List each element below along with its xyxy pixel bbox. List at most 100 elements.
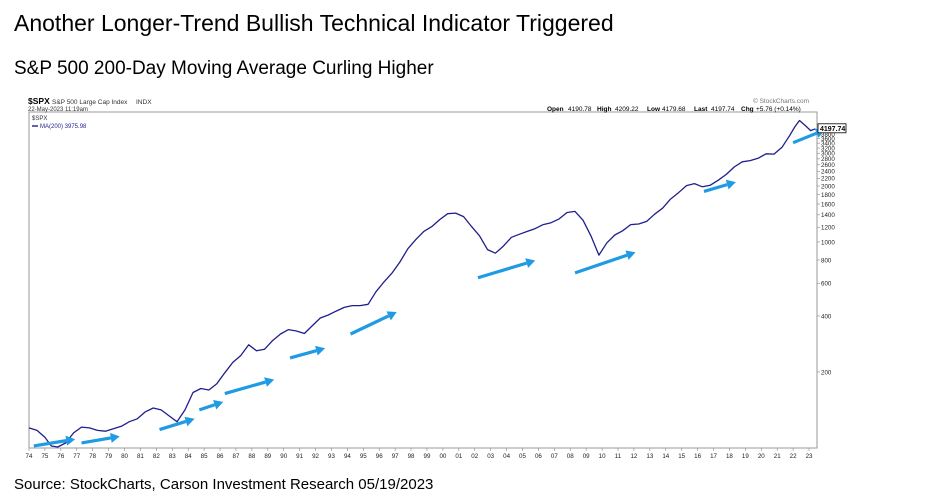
- y-axis: 200 400 600 800 1000 1200 1400 1600 1800 20002200…: [817, 123, 835, 376]
- watermark: © StockCharts.com: [753, 97, 809, 105]
- x-tick-label: 79: [105, 453, 112, 460]
- x-tick-label: 89: [264, 453, 271, 460]
- y-tick-label: 400: [821, 313, 832, 320]
- x-tick-label: 06: [535, 453, 542, 460]
- trend-arrow-head: [110, 433, 120, 443]
- x-tick-label: 90: [280, 453, 287, 460]
- y-tick-label: 600: [821, 281, 832, 288]
- chart-subtitle: S&P 500 200-Day Moving Average Curling H…: [14, 58, 434, 79]
- chg-value: +5.76 (+0.14%): [756, 106, 801, 113]
- trend-arrow-head: [65, 435, 76, 446]
- high-label: High: [597, 106, 611, 113]
- trend-arrows: [33, 128, 825, 448]
- last-value-tag: 4197.74: [817, 123, 847, 134]
- x-tick-label: 07: [551, 453, 558, 460]
- x-tick-label: 12: [630, 453, 637, 460]
- trend-arrow-head: [264, 377, 275, 387]
- x-tick-label: 17: [710, 453, 717, 460]
- x-tick-label: 93: [328, 453, 335, 460]
- x-tick-label: 88: [248, 453, 255, 460]
- chart-title: Another Longer-Trend Bullish Technical I…: [14, 10, 614, 36]
- x-tick-label: 05: [519, 453, 526, 460]
- y-tick-label: 1800: [821, 192, 835, 199]
- trend-arrow-shaft: [33, 439, 67, 448]
- header-date: 22-May-2023 11:19am: [28, 107, 88, 113]
- x-tick-label: 80: [121, 453, 128, 460]
- x-tick-label: 03: [487, 453, 494, 460]
- trend-arrow-head: [625, 250, 636, 260]
- plot-frame: [28, 111, 818, 449]
- y-tick-label: 200: [821, 369, 832, 376]
- x-tick-label: 75: [41, 453, 48, 460]
- y-tick-label: 3200: [821, 145, 835, 152]
- x-tick-label: 81: [137, 453, 144, 460]
- legend-series: MA(200) 3975.98: [40, 124, 87, 130]
- x-axis: 74 75 76 77 78 79 80 81 82 83 84 85 86 87 88 89 90 91 92 93…: [26, 448, 813, 460]
- series-line: [28, 119, 816, 448]
- y-tick-label: 2600: [821, 162, 835, 169]
- x-tick-label: 84: [185, 453, 192, 460]
- header-exchange: INDX: [136, 99, 152, 106]
- x-tick-label: 96: [376, 453, 383, 460]
- trend-arrow-shaft: [349, 314, 390, 336]
- x-tick-label: 99: [424, 453, 431, 460]
- x-tick-label: 21: [774, 453, 781, 460]
- trend-arrow-head: [386, 311, 397, 321]
- last-value: 4197.74: [711, 106, 735, 113]
- stock-chart: 200 400 600 800 1000 1200 1400 1600 1800 2000 2200…: [20, 95, 850, 467]
- y-tick-label: 3800: [821, 131, 835, 138]
- header-symbol: $SPX: [28, 96, 50, 106]
- y-tick-label: 800: [821, 257, 832, 264]
- trend-arrow-shaft: [574, 253, 628, 275]
- x-tick-label: 10: [599, 453, 606, 460]
- x-tick-label: 91: [296, 453, 303, 460]
- low-value: 4179.68: [662, 106, 686, 113]
- x-tick-label: 23: [806, 453, 813, 460]
- trend-arrow-head: [184, 416, 195, 427]
- x-tick-label: 08: [567, 453, 574, 460]
- x-tick-label: 20: [758, 453, 765, 460]
- last-label: Last: [694, 106, 708, 113]
- open-label: Open: [547, 106, 564, 113]
- header-name: S&P 500 Large Cap Index: [52, 99, 128, 106]
- source-note: Source: StockCharts, Carson Investment R…: [14, 476, 434, 493]
- x-tick-label: 16: [694, 453, 701, 460]
- y-tick-label: 2800: [821, 156, 835, 163]
- last-value-tag-box: [817, 123, 847, 134]
- y-tick-label: 1200: [821, 225, 835, 232]
- y-tick-label: 2000: [821, 183, 835, 190]
- trend-arrow-head: [525, 258, 536, 268]
- trend-arrow-shaft: [81, 436, 112, 445]
- x-tick-label: 92: [312, 453, 319, 460]
- trend-arrow-head: [213, 400, 224, 410]
- x-tick-label: 09: [583, 453, 590, 460]
- x-tick-label: 76: [57, 453, 64, 460]
- x-tick-label: 98: [408, 453, 415, 460]
- x-tick-label: 97: [392, 453, 399, 460]
- legend-symbol: $SPX: [32, 116, 47, 122]
- y-tick-label: 2200: [821, 176, 835, 183]
- x-tick-label: 74: [26, 453, 33, 460]
- last-value-tag-text: 4197.74: [820, 126, 845, 133]
- x-tick-label: 77: [73, 453, 80, 460]
- x-tick-label: 01: [455, 453, 462, 460]
- x-tick-label: 18: [726, 453, 733, 460]
- x-tick-label: 86: [217, 453, 224, 460]
- x-tick-label: 15: [678, 453, 685, 460]
- trend-arrow-head: [315, 345, 326, 356]
- trend-arrow-shaft: [477, 261, 528, 280]
- x-tick-label: 04: [503, 453, 510, 460]
- y-tick-label: 2400: [821, 169, 835, 176]
- x-tick-label: 00: [439, 453, 446, 460]
- x-tick-label: 94: [344, 453, 351, 460]
- x-tick-label: 87: [233, 453, 240, 460]
- x-tick-label: 19: [742, 453, 749, 460]
- x-tick-label: 78: [89, 453, 96, 460]
- y-tick-label: 1000: [821, 239, 835, 246]
- x-tick-label: 95: [360, 453, 367, 460]
- x-tick-label: 02: [471, 453, 478, 460]
- x-tick-label: 85: [201, 453, 208, 460]
- trend-arrow-shaft: [224, 380, 266, 396]
- low-label: Low: [647, 106, 661, 113]
- trend-arrow-shaft: [159, 419, 187, 432]
